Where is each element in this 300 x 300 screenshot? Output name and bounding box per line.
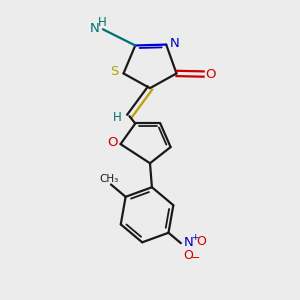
Text: O: O: [196, 235, 206, 248]
Text: CH₃: CH₃: [99, 174, 118, 184]
Text: O: O: [107, 136, 118, 149]
Text: H: H: [113, 111, 122, 124]
Text: +: +: [191, 233, 199, 242]
Text: N: N: [183, 236, 193, 249]
Text: N: N: [90, 22, 100, 35]
Text: H: H: [98, 16, 107, 29]
Text: O: O: [206, 68, 216, 80]
Text: O: O: [183, 249, 193, 262]
Text: S: S: [110, 65, 118, 79]
Text: N: N: [170, 37, 180, 50]
Text: −: −: [191, 254, 200, 263]
